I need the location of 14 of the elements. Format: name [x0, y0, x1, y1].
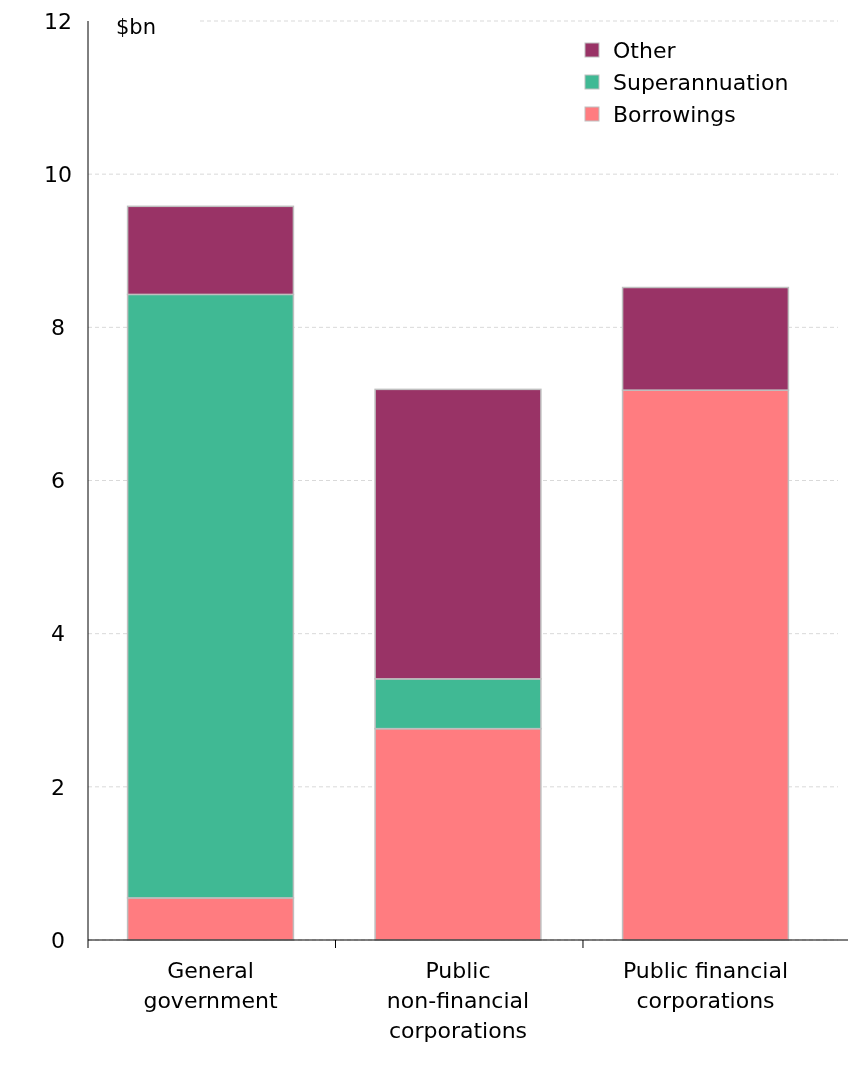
- legend-label: Superannuation: [613, 69, 789, 95]
- y-tick-label: 4: [51, 621, 65, 647]
- y-tick-label: 2: [51, 774, 65, 800]
- x-tick-label: Public financial corporations: [622, 958, 789, 1013]
- legend-label: Other: [613, 37, 677, 63]
- legend-label: Borrowings: [613, 101, 736, 127]
- y-tick-label: 10: [44, 161, 72, 187]
- y-tick-label: 8: [51, 315, 65, 341]
- y-tick-label: 0: [51, 927, 65, 953]
- y-axis-title: $bn: [116, 15, 157, 39]
- y-tick-label: 6: [51, 468, 65, 494]
- x-tick-label: General government: [143, 958, 278, 1013]
- y-tick-label: 12: [44, 8, 72, 34]
- x-tick-label: Public non-financial corporations: [386, 958, 530, 1043]
